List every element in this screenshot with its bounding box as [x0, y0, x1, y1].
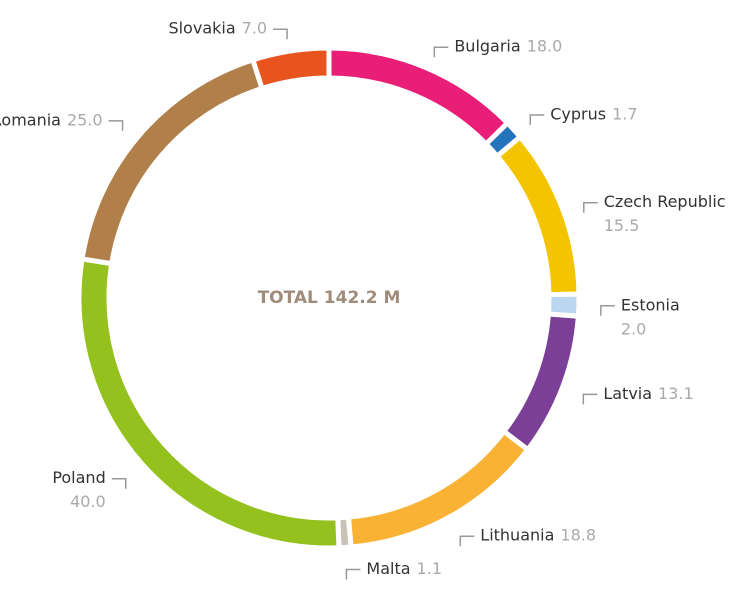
- leader-line: [529, 114, 545, 126]
- segment-value: 25.0: [67, 110, 103, 129]
- donut-segment: [326, 45, 512, 148]
- center-label: TOTAL 142.2 M: [258, 288, 401, 308]
- segment-label: Slovakia: [168, 19, 235, 38]
- leader-line: [108, 120, 124, 131]
- segment-value: 7.0: [242, 19, 267, 38]
- segment-value: 2.0: [621, 319, 646, 338]
- segment-value: 18.8: [560, 526, 596, 545]
- segment-value: 13.1: [658, 384, 694, 403]
- leader-line: [582, 393, 598, 405]
- donut-segment: [79, 56, 266, 267]
- leader-line: [459, 535, 475, 547]
- leader-line: [345, 568, 361, 580]
- segment-value: 18.0: [527, 37, 563, 56]
- segment-label: Estonia: [621, 295, 680, 314]
- leader-line: [273, 28, 288, 40]
- segment-label: Lithuania: [480, 526, 554, 545]
- segment-label: Cyprus: [550, 105, 606, 124]
- leader-line: [600, 305, 615, 316]
- segment-label: Bulgaria: [454, 37, 520, 56]
- segment-value: 1.1: [417, 559, 442, 578]
- segment-label: Czech Republic: [604, 192, 726, 211]
- leader-line: [433, 46, 449, 58]
- segment-label: Latvia: [603, 384, 652, 403]
- segment-value: 1.7: [612, 105, 637, 124]
- segment-value: 40.0: [70, 492, 106, 511]
- leader-line: [583, 201, 598, 213]
- leader-line: [111, 478, 127, 489]
- donut-segment: [500, 311, 582, 454]
- segment-value: 15.5: [604, 216, 640, 235]
- segment-label: Malta: [366, 559, 410, 578]
- segment-label: Romania: [0, 110, 61, 129]
- segment-label: Poland: [52, 468, 105, 487]
- donut-segment: [249, 45, 332, 92]
- donut-segment: [493, 133, 582, 298]
